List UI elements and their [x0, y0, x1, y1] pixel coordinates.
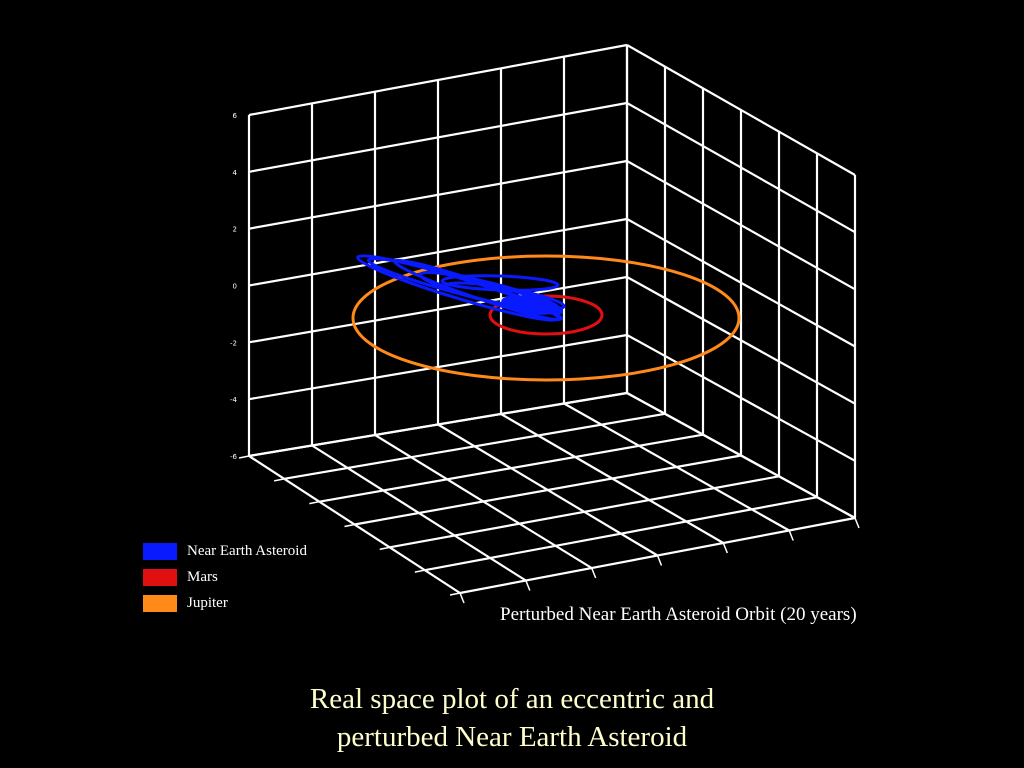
legend-item-mars: Mars	[143, 564, 307, 590]
floor-gridline-b-5	[424, 496, 818, 572]
z-tick-label-6: -6	[230, 453, 238, 461]
z-axis-ticks: 6 4 2 0 -2 -4 -6	[230, 112, 238, 461]
floor-left-tick-5	[414, 569, 425, 573]
z-tick-label-4: -2	[230, 339, 237, 347]
legend-swatch-jupiter	[143, 594, 177, 612]
legend-label-jupiter: Jupiter	[187, 594, 228, 611]
z-tick-label-2: 2	[233, 226, 237, 234]
plot-title: Perturbed Near Earth Asteroid Orbit (20 …	[500, 604, 857, 625]
slide-caption: Real space plot of an eccentric and pert…	[0, 680, 1024, 756]
floor-gridline-b-4	[389, 475, 780, 549]
floor-right-tick-1	[525, 580, 531, 591]
floor-right-tick-6	[854, 517, 860, 529]
legend-item-near-earth-asteroid: Near Earth Asteroid	[143, 538, 307, 564]
asteroid-orbit-cluster	[501, 295, 559, 315]
asteroid-orbit-loop-5	[440, 274, 560, 292]
floor-left-tick-2	[309, 500, 320, 505]
legend-swatch-mars	[143, 568, 177, 586]
z-tick-label-5: -4	[230, 396, 238, 404]
floor-right-tick-5	[788, 530, 794, 541]
floor-gridline-b-3	[354, 454, 742, 526]
floor-gridline-a-4	[500, 413, 724, 544]
legend-swatch-near-earth-asteroid	[143, 542, 177, 560]
floor-left-tick-4	[379, 546, 390, 551]
z-tick-label-1: 4	[233, 169, 238, 177]
z-tick-label-0: 6	[233, 112, 238, 120]
orbit-series	[351, 254, 741, 382]
floor-right-tick-3	[656, 555, 663, 566]
legend-item-jupiter: Jupiter	[143, 590, 307, 616]
plot-grid	[238, 43, 860, 604]
legend-label-near-earth-asteroid: Near Earth Asteroid	[187, 542, 307, 559]
floor-right-tick-0	[459, 592, 465, 604]
floor-gridline-a-6	[626, 392, 856, 519]
floor-left-tick-0	[238, 455, 250, 459]
caption-line-1: Real space plot of an eccentric and	[309, 683, 715, 715]
floor-gridline-a-5	[563, 402, 790, 532]
caption-line-2: perturbed Near Earth Asteroid	[336, 721, 688, 753]
floor-left-tick-3	[344, 523, 355, 528]
floor-left-tick-6	[449, 592, 461, 596]
jupiter-orbit	[351, 254, 741, 382]
floor-left-tick-1	[274, 478, 285, 482]
floor-right-tick-2	[590, 567, 597, 579]
floor-right-tick-4	[722, 542, 729, 554]
z-tick-label-3: 0	[233, 283, 237, 291]
legend: Near Earth Asteroid Mars Jupiter	[143, 538, 307, 616]
legend-label-mars: Mars	[187, 568, 218, 585]
